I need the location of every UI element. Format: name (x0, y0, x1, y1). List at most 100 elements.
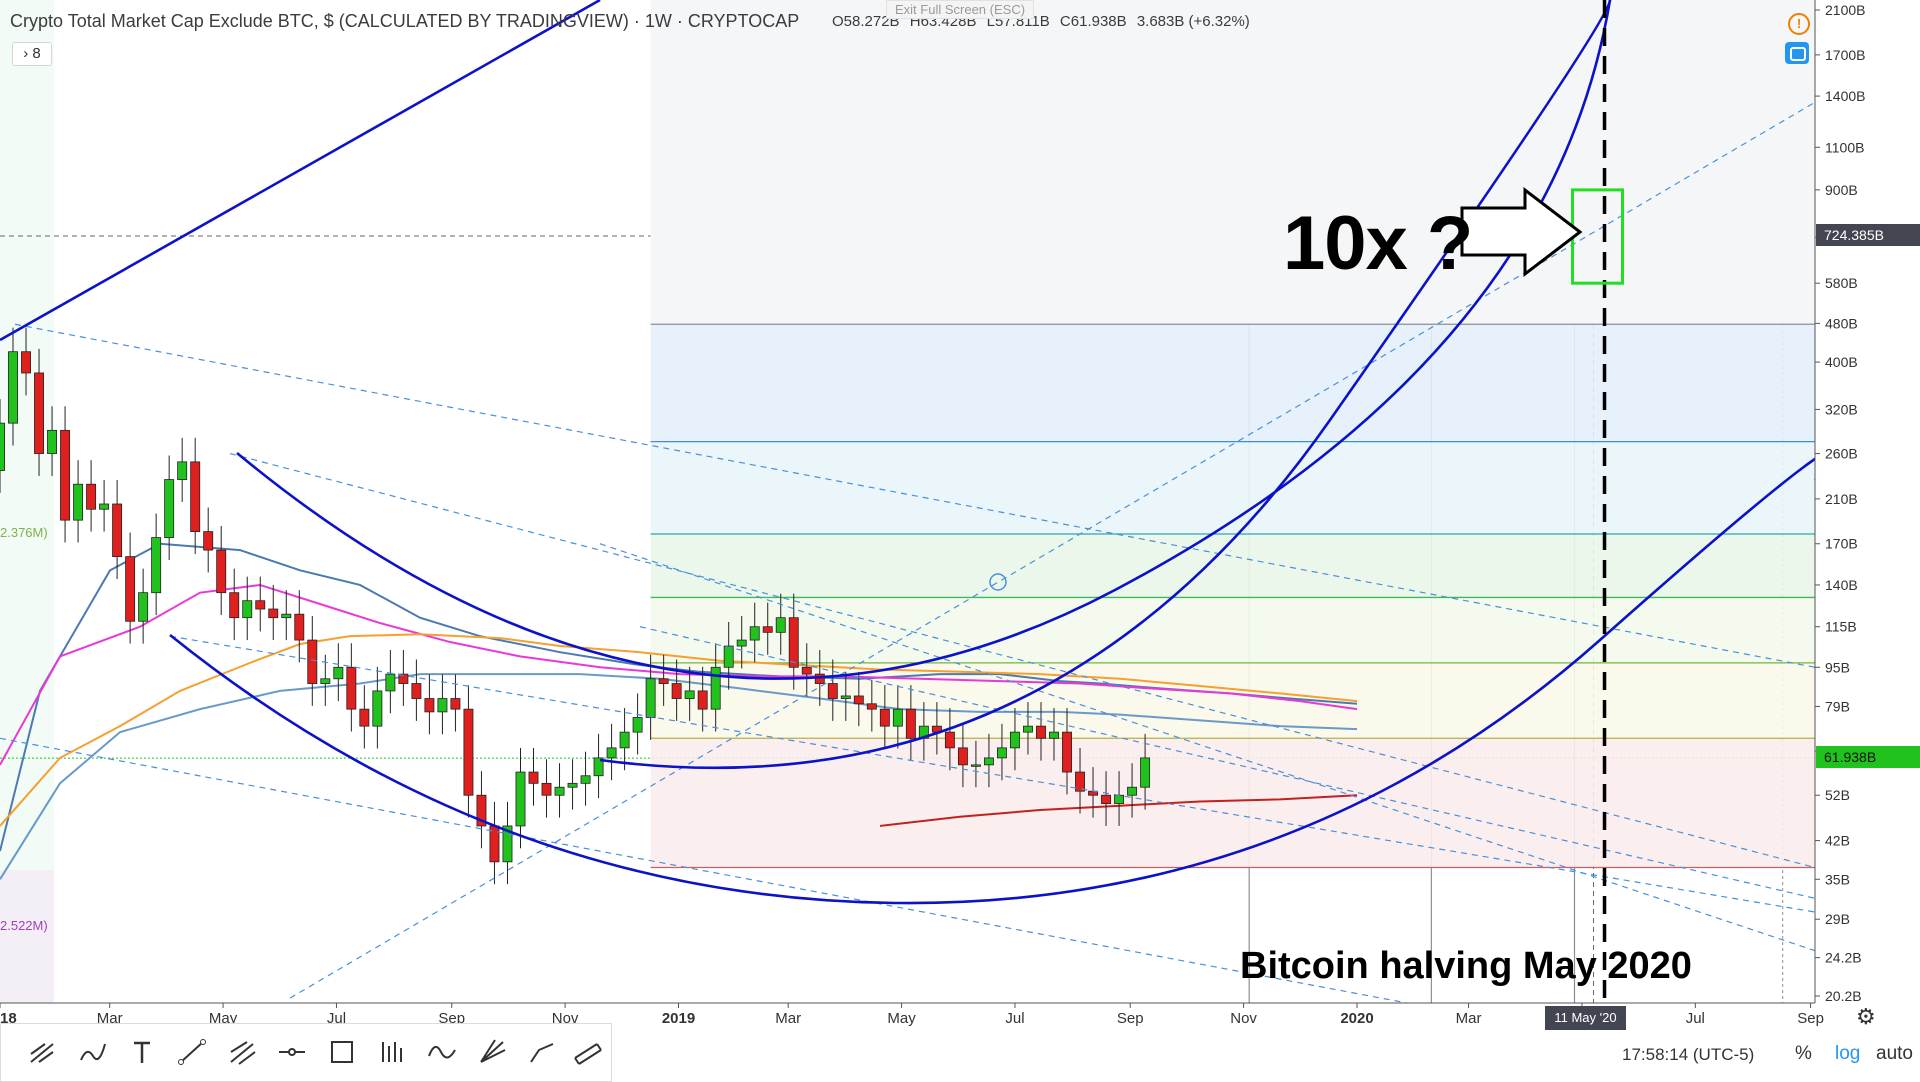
candle-up (502, 825, 513, 863)
candle-up (632, 717, 643, 733)
crosshair-price-label: 724.385B (1816, 224, 1920, 246)
brush-tool-icon[interactable] (75, 1036, 109, 1068)
candle-down (853, 695, 864, 705)
price-tick-label: 2100B (1825, 2, 1865, 18)
candle-down (827, 683, 838, 699)
candle-up (320, 678, 331, 684)
candle-up (970, 764, 981, 767)
candle-down (255, 600, 266, 610)
time-tick-label: May (887, 1010, 916, 1027)
dashed-trend-line (229, 452, 1816, 869)
candle-up (333, 666, 344, 680)
fib-zone (650, 324, 1815, 442)
dashed-trend-line (289, 101, 1816, 999)
candle-down (398, 673, 409, 684)
price-tick-label: 1700B (1825, 47, 1865, 63)
parabolic-arc-large (169, 448, 1836, 905)
candle-down (1075, 771, 1085, 792)
candle-down (658, 678, 669, 684)
price-tick-label: 35B (1825, 871, 1850, 887)
annotation-halving: Bitcoin halving May 2020 (1240, 945, 1692, 987)
candle-up (0, 422, 5, 471)
candle-up (8, 351, 18, 424)
price-tick-label: 1100B (1825, 139, 1864, 155)
time-tick-label: Mar (97, 1010, 123, 1027)
fib-zone (650, 441, 1815, 534)
time-tick-label: 2019 (662, 1010, 695, 1027)
fib-zone (650, 738, 1815, 868)
line-tool-icon[interactable] (175, 1036, 209, 1068)
time-tick-label: Sep (1797, 1010, 1824, 1027)
percent-scale-toggle[interactable]: % (1795, 1043, 1812, 1064)
price-tick-label: 140B (1825, 577, 1858, 593)
candle-up (1049, 731, 1059, 739)
rectangle-tool-icon[interactable] (325, 1036, 359, 1068)
price-tick-label: 42B (1825, 833, 1850, 849)
candle-up (619, 731, 630, 749)
wave-tool-icon[interactable] (425, 1036, 459, 1068)
fib-fan-tool-icon[interactable] (475, 1036, 509, 1068)
candle-up (151, 537, 162, 594)
pitchfork-tool-icon[interactable] (225, 1036, 259, 1068)
parallel-channel-tool-icon[interactable] (571, 1036, 605, 1068)
candle-down (671, 683, 682, 699)
candle-up (996, 747, 1007, 759)
candle-down (268, 608, 279, 619)
price-tick-label: 900B (1825, 182, 1858, 198)
time-tick-label: Jul (1005, 1010, 1024, 1027)
settings-gear-icon[interactable]: ⚙ (1856, 1004, 1876, 1029)
price-tick-label: 24.2B (1825, 950, 1862, 966)
drawing-toolbar (0, 1023, 612, 1082)
fib-zone (650, 533, 1815, 598)
candle-down (788, 617, 799, 668)
ma-value-label-lower: 2.522M) (0, 918, 48, 933)
candle-up (177, 461, 188, 480)
candle-down (879, 708, 890, 727)
candle-up (554, 786, 565, 796)
candle-up (1140, 757, 1151, 788)
candle-up (684, 690, 695, 699)
arrow-annotation (1460, 186, 1583, 278)
candle-up (580, 775, 591, 784)
candle-down (125, 556, 136, 622)
ohlc-open: O58.272B (832, 13, 900, 30)
trend-lines-tool-icon[interactable] (25, 1036, 59, 1068)
last-price-label: 61.938B (1816, 746, 1920, 768)
indicators-collapse-button[interactable]: › 8 (12, 42, 52, 66)
horizontal-line-tool-icon[interactable] (275, 1036, 309, 1068)
candle-up (138, 592, 149, 622)
auto-scale-toggle[interactable]: auto (1876, 1043, 1913, 1064)
snapshot-icon[interactable] (1785, 42, 1809, 64)
alert-icon[interactable]: ! (1788, 13, 1810, 35)
path-tool-icon[interactable] (525, 1036, 559, 1068)
ma-line-orange (0, 633, 1358, 827)
candle-up (47, 429, 58, 454)
price-tick-label: 170B (1825, 536, 1858, 552)
annotation-10x: 10x ? (1283, 201, 1473, 286)
candle-down (814, 673, 825, 684)
candle-up (73, 483, 84, 521)
candle-up (710, 666, 721, 710)
ma-line-magenta (0, 583, 1358, 766)
time-tick-label: Mar (775, 1010, 801, 1027)
candle-up (736, 639, 747, 647)
text-tool-icon[interactable] (125, 1036, 159, 1068)
candle-up (606, 747, 617, 759)
dashed-trend-line (14, 323, 1816, 668)
candle-up (840, 695, 851, 699)
fib-zone (650, 662, 1815, 739)
ohlc-close: C61.938B (1059, 13, 1127, 30)
candle-down (944, 731, 955, 749)
log-scale-toggle[interactable]: log (1835, 1043, 1861, 1064)
candle-down (905, 708, 916, 739)
measure-tool-icon[interactable] (375, 1036, 409, 1068)
trend-line-upper-arc (0, 0, 601, 342)
candle-down (229, 592, 240, 619)
exit-fullscreen-button[interactable]: Exit Full Screen (ESC) (886, 0, 1035, 19)
candle-up (593, 757, 604, 777)
price-tick-label: 480B (1825, 315, 1858, 331)
price-tick-label: 260B (1825, 446, 1858, 462)
candle-up (749, 626, 760, 641)
candle-down (294, 613, 305, 641)
